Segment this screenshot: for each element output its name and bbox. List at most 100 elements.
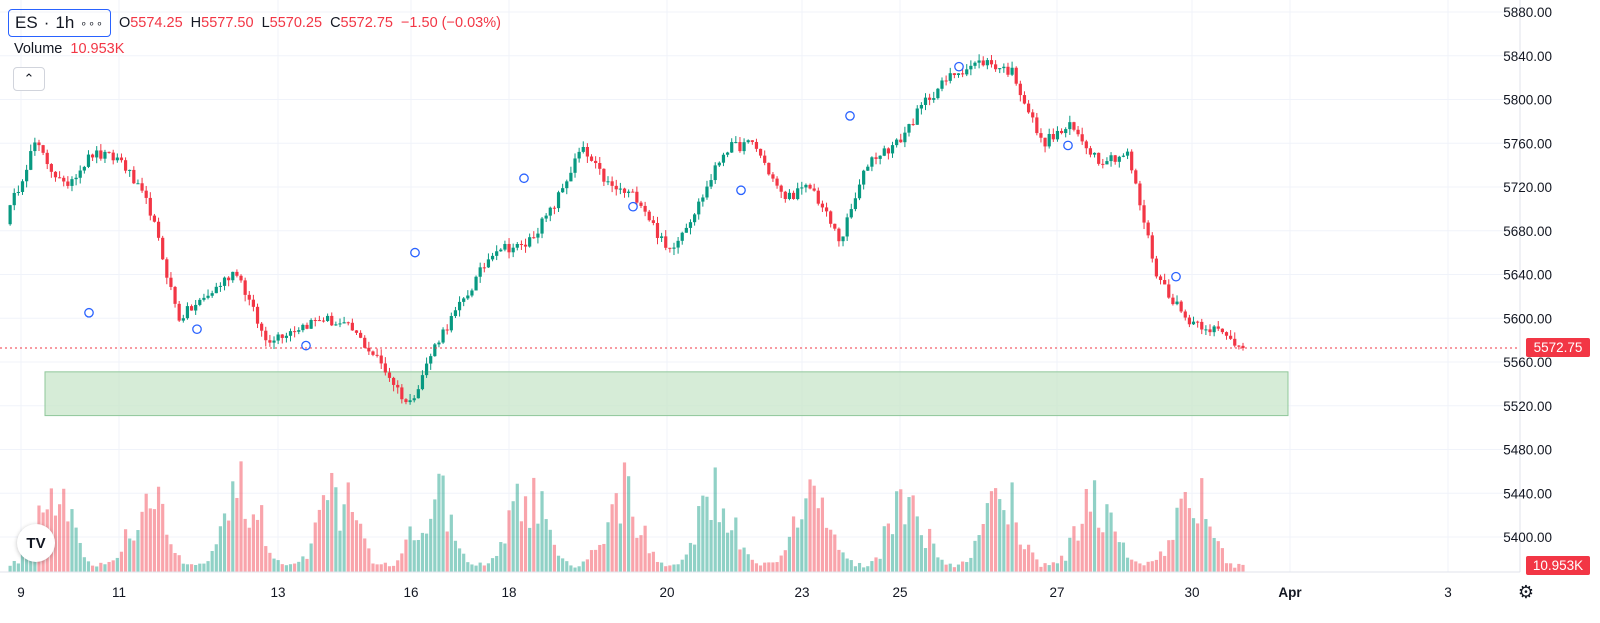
candle-body xyxy=(383,363,387,373)
volume-bar xyxy=(651,551,655,572)
volume-bar xyxy=(676,564,680,572)
collapse-legend-button[interactable]: ⌃ xyxy=(13,67,45,91)
volume-bar xyxy=(437,473,441,572)
volume-bar xyxy=(206,561,210,572)
candle-body xyxy=(1216,326,1220,329)
volume-bar xyxy=(260,505,264,572)
volume-bar xyxy=(552,544,557,572)
open-label: O xyxy=(118,15,131,31)
price-tick-label: 5760.00 xyxy=(1503,136,1552,151)
candle-body xyxy=(363,337,367,348)
price-axis[interactable]: 5400.00 5440.00 5480.00 5520.00 5560.00 5600.… xyxy=(1503,5,1552,545)
volume-bar xyxy=(705,496,709,572)
volume-bar xyxy=(635,537,639,572)
candle-body xyxy=(812,188,816,191)
candle-body xyxy=(1092,152,1097,155)
volume-bar xyxy=(272,558,276,572)
volume-bar xyxy=(115,557,119,572)
time-tick-label: 16 xyxy=(403,585,418,600)
price-tick-label: 5880.00 xyxy=(1503,5,1552,20)
volume-bar xyxy=(235,497,239,572)
volume-bar xyxy=(932,543,936,572)
event-marker[interactable] xyxy=(410,247,420,258)
event-marker[interactable] xyxy=(736,185,746,196)
volume-bar xyxy=(754,563,759,572)
tradingview-logo[interactable]: TV xyxy=(17,524,55,562)
volume-bar xyxy=(519,521,524,572)
price-tick-label: 5560.00 xyxy=(1503,355,1552,370)
candle-body xyxy=(198,299,202,305)
volume-bar xyxy=(474,565,478,572)
volume-bar xyxy=(1125,557,1130,572)
candle-body xyxy=(965,69,969,75)
volume-bar xyxy=(680,559,684,572)
volume-bar xyxy=(961,561,965,572)
volume-bar xyxy=(350,512,354,572)
event-marker[interactable] xyxy=(192,324,202,335)
event-marker[interactable] xyxy=(519,173,529,184)
candle-body xyxy=(903,132,907,143)
candle-body xyxy=(944,80,948,82)
candle-body xyxy=(86,154,91,167)
event-marker[interactable] xyxy=(84,307,94,318)
volume-bar xyxy=(528,527,532,572)
candle-body xyxy=(713,165,717,181)
volume-bar xyxy=(173,552,177,572)
candle-body xyxy=(37,142,41,146)
event-marker[interactable] xyxy=(628,201,638,212)
volume-bar xyxy=(231,481,235,572)
candle-body xyxy=(247,294,251,300)
candle-body xyxy=(1031,112,1035,118)
candle-body xyxy=(829,211,833,224)
volume-bar xyxy=(95,566,99,572)
candle-body xyxy=(231,271,235,281)
event-marker[interactable] xyxy=(845,111,855,121)
volume-bar xyxy=(408,526,412,572)
volume-bar xyxy=(882,526,886,572)
candle-body xyxy=(1204,329,1208,331)
volume-bar xyxy=(870,561,874,572)
candle-body xyxy=(387,372,392,378)
candle-body xyxy=(606,181,610,183)
candle-body xyxy=(940,80,944,89)
volume-bar xyxy=(16,563,20,572)
candle-body xyxy=(717,162,721,166)
event-marker[interactable] xyxy=(301,340,311,351)
ellipsis-icon[interactable]: ∘∘∘ xyxy=(80,17,104,30)
event-marker[interactable] xyxy=(1063,140,1073,151)
candle-body xyxy=(1105,161,1109,165)
volume-bar xyxy=(1088,511,1093,572)
time-axis[interactable]: 9 11 13 16 18 20 23 25 27 30 Apr 3 xyxy=(17,585,1452,600)
candle-body xyxy=(1014,67,1018,84)
candle-body xyxy=(519,244,524,246)
candle-body xyxy=(1055,130,1060,140)
candle-body xyxy=(181,318,185,321)
volume-bar xyxy=(1097,527,1101,572)
volume-bar xyxy=(1109,512,1113,572)
symbol-selector[interactable]: ES · 1h ∘∘∘ xyxy=(8,9,111,37)
candle-body xyxy=(499,249,503,252)
candle-body xyxy=(288,331,293,336)
candle-body xyxy=(272,340,276,343)
candle-body xyxy=(235,271,239,276)
volume-bar xyxy=(598,544,602,572)
volume-bar xyxy=(812,485,816,572)
candle-body xyxy=(1187,317,1191,325)
candle-body xyxy=(161,237,165,260)
candle-body xyxy=(787,192,792,199)
volume-bar xyxy=(107,561,111,572)
candle-body xyxy=(866,166,870,171)
ohlc-values: O5574.25 H5577.50 L5570.25 C5572.75 −1.5… xyxy=(119,15,501,31)
volume-bar xyxy=(1237,563,1241,572)
candle-body xyxy=(862,170,866,185)
candle-body xyxy=(730,142,734,153)
gear-icon[interactable]: ⚙ xyxy=(1517,581,1535,602)
event-marker[interactable] xyxy=(1171,271,1181,282)
candle-body xyxy=(177,303,181,321)
volume-bar xyxy=(342,504,346,572)
volume-bar xyxy=(247,527,251,572)
event-marker[interactable] xyxy=(954,61,964,72)
volume-bar xyxy=(222,513,227,572)
volume-bar xyxy=(78,542,82,572)
